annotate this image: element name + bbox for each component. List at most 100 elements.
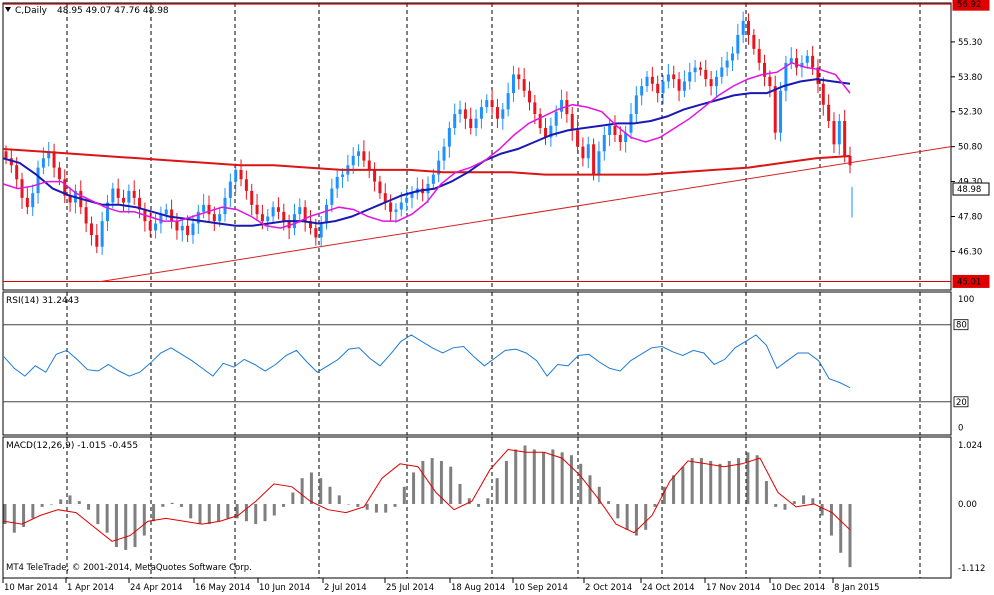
candle-body (795, 58, 799, 68)
candle-body (495, 107, 499, 119)
candle-body (250, 190, 254, 205)
candle-body (95, 235, 99, 247)
macd-title: MACD(12,26,9) -1.015 -0.455 (6, 441, 138, 451)
macd-bar (254, 504, 258, 525)
macd-bar (439, 460, 443, 504)
candle-body (816, 67, 820, 84)
macd-bar (755, 455, 759, 504)
macd-bar (532, 449, 536, 504)
candle-body (405, 197, 409, 203)
candle-body (105, 202, 109, 222)
candle-body (779, 90, 783, 133)
macd-bar (746, 452, 750, 504)
price-tick-label: 47.80 (958, 212, 982, 222)
macd-bar (495, 478, 499, 504)
candle-body (170, 209, 174, 222)
candle-body (319, 223, 323, 238)
trendline[interactable] (99, 146, 952, 283)
rsi-tick-label: 80 (956, 321, 967, 331)
candle-body (31, 193, 35, 208)
macd-bar (542, 452, 546, 504)
macd-bar (356, 504, 360, 507)
candle-body (335, 176, 339, 189)
candle-body (223, 197, 227, 215)
candle-body (276, 207, 280, 212)
candle-body (741, 20, 745, 35)
macd-bar (12, 504, 16, 533)
candle-body (239, 169, 243, 180)
candle-body (469, 118, 473, 129)
macd-bar (644, 504, 648, 530)
macd-bar (226, 504, 230, 519)
macd-bar (597, 486, 601, 504)
candle-body (351, 155, 355, 166)
candle-body (228, 181, 232, 198)
macd-signal-series (3, 448, 851, 542)
macd-bar (662, 486, 666, 504)
candle-body (832, 121, 836, 145)
macd-bar (49, 504, 53, 505)
macd-bar (634, 504, 638, 536)
macd-tick-label: 0.00 (958, 500, 977, 510)
macd-bar (114, 504, 118, 548)
candle-body (260, 214, 264, 222)
candle-body (111, 188, 115, 203)
candle-body (63, 179, 67, 196)
macd-bar (22, 504, 26, 527)
date-axis: 10 Mar 2014 1 Apr 2014 24 Apr 2014 16 May 2… (2, 578, 880, 593)
candle-body (682, 81, 686, 91)
macd-bar (727, 460, 731, 504)
date-label: 10 Jun 2014 (259, 583, 310, 593)
candle-body (362, 151, 366, 161)
candle-body (768, 76, 772, 87)
macd-bar (3, 504, 7, 525)
candle-body (661, 81, 665, 94)
macd-bar (839, 504, 843, 553)
macd-bar (124, 504, 128, 550)
macd-bar (374, 504, 378, 513)
candle-body (154, 223, 158, 231)
candle-body (560, 100, 564, 112)
macd-axis: 1.024 0.00 -1.112 (958, 441, 985, 574)
candle-body (159, 214, 163, 224)
date-label: 10 Dec 2014 (771, 583, 825, 593)
macd-bar (699, 458, 703, 504)
candle-body (202, 204, 206, 212)
vertical-grid (66, 3, 921, 578)
macd-bar (235, 504, 239, 519)
candle-body (383, 193, 387, 203)
candle-body (645, 76, 649, 87)
candle-body (4, 151, 8, 159)
chart-menu-triangle-icon[interactable] (5, 7, 11, 12)
candle-body (314, 228, 318, 238)
candle-body (325, 204, 329, 224)
candle-body (389, 202, 393, 212)
horizontal-level-lines[interactable] (3, 3, 951, 282)
candle-body (634, 95, 638, 115)
candle-body (175, 221, 179, 231)
candle-body (640, 86, 644, 96)
candle-body (533, 102, 537, 115)
candle-body (308, 221, 312, 229)
macd-bar (764, 481, 768, 504)
candle-body (688, 72, 692, 82)
rsi-line (3, 334, 851, 389)
candle-body (554, 111, 558, 126)
date-label: 10 Sep 2014 (514, 583, 568, 593)
candle-body (41, 158, 45, 168)
candle-body (463, 109, 467, 119)
macd-bar (319, 478, 323, 504)
candle-body (25, 197, 29, 208)
price-tag-label: 56.92 (957, 0, 981, 10)
candle-body (282, 211, 286, 222)
candle-body (57, 167, 61, 180)
candle-body (592, 144, 596, 175)
candle-body (848, 155, 852, 166)
candle-body (399, 202, 403, 210)
rsi-level-box (953, 319, 969, 331)
candle-body (704, 69, 708, 80)
macd-bar (272, 504, 276, 516)
